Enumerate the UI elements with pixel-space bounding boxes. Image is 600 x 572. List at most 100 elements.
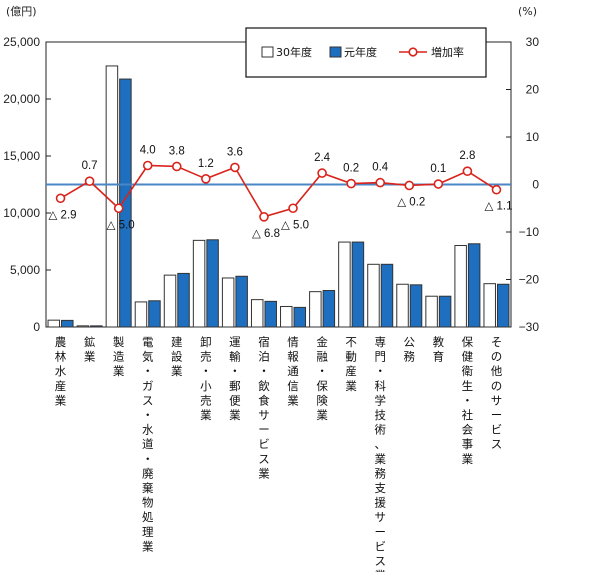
category-char: 業 [142,539,154,553]
rate-data-label: △ 6.8 [252,228,280,240]
bar-r1 [235,275,248,328]
rate-data-label: △ 5.0 [107,219,135,231]
category-char: 保 [462,335,474,349]
category-char: 運 [229,335,241,349]
right-axis: −30 −20 −10 0 10 20 30 [506,35,539,334]
category-char: 鉱 [84,335,96,349]
category-char: 飲 [258,379,270,393]
bar-r1 [90,325,103,328]
category-char: 務 [374,466,386,480]
rate-point [55,193,66,204]
category-labels: 農林水産業鉱業製造業電気・ガス・水道・廃棄物処理業建設業卸売・小売業運輸・郵便業… [55,335,503,572]
category-label: 卸売・小売業 [200,335,212,422]
category-char: 技 [374,408,386,422]
rate-data-label: 3.8 [169,145,185,157]
category-char: 産 [55,379,67,393]
category-char: 金 [316,335,328,349]
category-char: ー [258,423,270,437]
category-char: 設 [171,350,183,364]
bar-30 [163,274,177,328]
rate-data-label: 1.2 [198,158,214,170]
category-char: ・ [374,364,386,378]
category-char: 泊 [258,350,270,364]
bar-30 [76,325,90,328]
category-char: 業 [229,408,241,422]
bar-30 [454,244,467,328]
category-char: 道 [142,437,154,451]
category-char: サ [491,393,503,407]
category-char: そ [491,335,503,349]
right-tick-label: 10 [526,130,540,144]
category-char: 信 [287,379,299,393]
left-tick-label: 20,000 [3,92,40,106]
bar-30 [250,299,264,328]
category-char: 理 [142,525,154,539]
left-tick-label: 5,000 [10,263,40,277]
legend-box [245,27,487,78]
left-axis-unit: (億円) [6,5,37,18]
bar-30 [134,301,148,328]
category-char: ビ [258,437,270,451]
rate-data-label: 0.1 [430,163,446,175]
category-char: ・ [316,364,328,378]
category-label: 製造業 [113,335,125,378]
category-char: 援 [374,496,386,510]
category-char: ス [374,554,386,568]
legend-swatch-r1 [329,46,342,58]
category-char: 衛 [462,364,474,378]
bar-r1 [119,78,132,328]
category-char: 動 [345,350,357,364]
category-char: ・ [258,364,270,378]
category-char: ガ [142,379,154,393]
category-char: 売 [200,350,212,364]
rate-point [375,177,386,188]
bar-30 [396,283,409,328]
category-char: 通 [287,364,299,378]
category-char: サ [258,408,270,422]
bar-r1 [177,272,190,328]
right-tick-label: 20 [526,83,540,97]
category-char: 建 [171,335,183,349]
category-char: ・ [200,364,212,378]
left-tick-label: 25,000 [3,35,40,49]
rate-point [462,166,473,176]
legend-label-30: 30年度 [276,45,312,59]
category-char: 林 [55,350,67,364]
category-char: ・ [462,393,474,407]
rate-point [288,203,298,214]
category-char: 社 [462,408,474,422]
category-label: 金融・保険業 [316,335,328,422]
category-char: 業 [374,569,386,572]
category-char: 学 [374,393,386,407]
bar-30 [367,263,380,328]
category-char: 売 [200,393,212,407]
category-char: ー [374,525,386,539]
bar-r1 [496,283,510,328]
right-tick-label: −20 [519,273,540,287]
category-char: 健 [462,350,474,364]
category-char: 業 [258,466,270,480]
legend: 30年度 元年度 増加率 [245,27,487,78]
rate-point [259,212,269,222]
category-char: 事 [462,437,474,451]
category-char: ー [491,408,503,422]
category-char: 融 [316,350,328,364]
bar-r1 [409,284,423,328]
rate-data-label: 0.4 [372,162,389,174]
legend-label-rate: 増加率 [431,45,464,59]
category-char: 業 [200,408,212,422]
category-label: 鉱業 [84,335,96,364]
category-char: 業 [374,452,386,466]
legend-label-r1: 元年度 [344,45,377,59]
category-char: 業 [84,350,96,364]
category-char: ビ [491,423,503,437]
category-char: 報 [287,350,299,364]
category-char: 険 [316,393,328,407]
rate-data-label: △ 2.9 [49,209,77,221]
category-char: の [491,379,503,393]
rate-data-label: △ 5.0 [281,219,309,231]
rate-point [404,180,415,191]
